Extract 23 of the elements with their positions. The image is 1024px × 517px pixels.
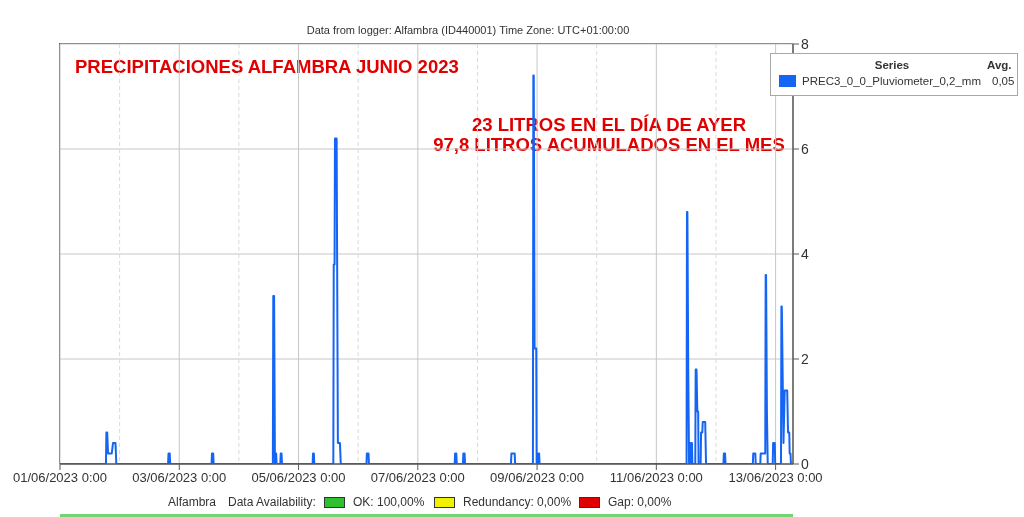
legend-label: PREC3_0_0_Pluviometer_0,2_mm	[802, 74, 981, 89]
text: Data Availability:	[228, 495, 316, 509]
text: OK: 100,00%	[353, 495, 425, 509]
x-tick-label: 07/06/2023 0:00	[370, 470, 465, 486]
text: PRECIPITACIONES ALFAMBRA JUNIO 2023	[75, 56, 459, 78]
y-tick-label: 6	[801, 140, 809, 157]
text: Avg.	[987, 58, 1012, 73]
y-tick-label: 8	[801, 35, 809, 52]
y-tick-label: 4	[801, 245, 809, 262]
legend-title: Series	[873, 58, 911, 73]
chart-title: Data from logger: Alfambra (ID440001) Time Zone: UTC+01:00:00	[305, 23, 631, 37]
x-tick-label: 11/06/2023 0:00	[609, 470, 703, 486]
text: Gap: 0,00%	[608, 495, 672, 509]
x-tick-label: 03/06/2023 0:00	[132, 470, 227, 486]
y-tick-label: 0	[801, 455, 809, 472]
x-tick-label: 01/06/2023 0:00	[13, 470, 107, 486]
text: Alfambra	[168, 495, 217, 509]
y-tick-label: 2	[801, 350, 809, 367]
x-tick-label: 05/06/2023 0:00	[251, 470, 346, 486]
text: 0,05	[992, 74, 1015, 89]
x-tick-label: 09/06/2023 0:00	[490, 470, 585, 486]
text: Redundancy: 0,00%	[463, 495, 572, 509]
x-tick-label: 13/06/2023 0:00	[728, 470, 823, 486]
